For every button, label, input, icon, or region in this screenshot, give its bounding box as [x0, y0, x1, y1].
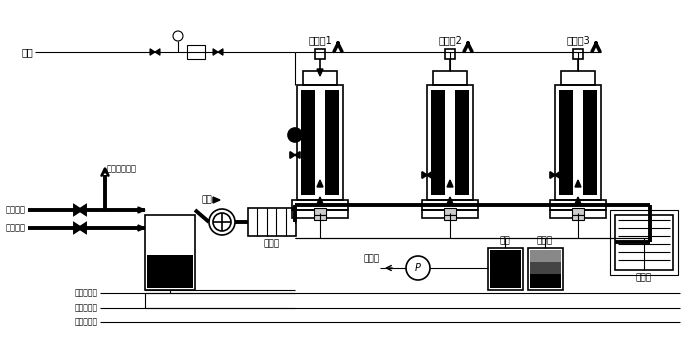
- Bar: [297, 85, 343, 200]
- Text: 低温尾气: 低温尾气: [6, 224, 26, 233]
- Bar: [559, 90, 573, 195]
- Polygon shape: [575, 180, 581, 187]
- Bar: [561, 71, 595, 85]
- Polygon shape: [150, 49, 155, 55]
- Polygon shape: [80, 207, 85, 213]
- Polygon shape: [427, 172, 432, 178]
- Bar: [550, 200, 606, 210]
- Polygon shape: [80, 225, 85, 231]
- Polygon shape: [75, 207, 80, 213]
- Text: 高温尾气: 高温尾气: [6, 206, 26, 214]
- Bar: [530, 274, 561, 288]
- Polygon shape: [317, 197, 323, 204]
- Polygon shape: [550, 172, 555, 178]
- Bar: [490, 250, 521, 288]
- Polygon shape: [422, 172, 427, 178]
- Bar: [314, 215, 326, 220]
- Text: 冷却器: 冷却器: [264, 239, 280, 248]
- Bar: [615, 215, 673, 270]
- Bar: [301, 90, 315, 195]
- Bar: [583, 90, 597, 195]
- Bar: [427, 85, 473, 200]
- Polygon shape: [575, 197, 581, 204]
- Bar: [292, 210, 348, 218]
- Circle shape: [288, 128, 302, 142]
- Text: 吸附器3: 吸附器3: [566, 35, 590, 45]
- Text: 冷凝器: 冷凝器: [636, 273, 652, 282]
- Bar: [314, 208, 326, 215]
- Polygon shape: [218, 49, 223, 55]
- Bar: [572, 208, 584, 215]
- Bar: [431, 90, 445, 195]
- Bar: [610, 210, 678, 275]
- Bar: [528, 248, 563, 290]
- Bar: [445, 49, 455, 59]
- Bar: [292, 200, 348, 210]
- Polygon shape: [295, 152, 300, 158]
- Text: P: P: [415, 263, 421, 273]
- Bar: [145, 215, 195, 290]
- Bar: [433, 71, 467, 85]
- Bar: [488, 248, 523, 290]
- Polygon shape: [155, 49, 160, 55]
- Text: 吸附器1: 吸附器1: [308, 35, 332, 45]
- Bar: [444, 215, 456, 220]
- Polygon shape: [213, 197, 220, 203]
- Bar: [555, 85, 601, 200]
- Polygon shape: [317, 69, 323, 76]
- Polygon shape: [138, 207, 145, 213]
- Text: 冷却水上水: 冷却水上水: [75, 303, 98, 313]
- Text: 溶剂回收液: 溶剂回收液: [75, 289, 98, 297]
- Text: 蒸汽: 蒸汽: [21, 47, 33, 57]
- Polygon shape: [447, 197, 453, 204]
- Polygon shape: [138, 225, 145, 231]
- Bar: [572, 215, 584, 220]
- Text: 事故尾气排放: 事故尾气排放: [107, 164, 137, 174]
- Bar: [530, 250, 561, 262]
- Bar: [530, 262, 561, 274]
- Bar: [248, 208, 296, 236]
- Polygon shape: [290, 152, 295, 158]
- Bar: [187, 45, 205, 59]
- Text: 冷却水回水: 冷却水回水: [75, 318, 98, 327]
- Bar: [422, 210, 478, 218]
- Polygon shape: [213, 49, 218, 55]
- Polygon shape: [447, 180, 453, 187]
- Polygon shape: [555, 172, 560, 178]
- Bar: [573, 49, 583, 59]
- Bar: [315, 49, 325, 59]
- Text: 储槽: 储槽: [500, 236, 511, 245]
- Text: 吸附器2: 吸附器2: [438, 35, 462, 45]
- Polygon shape: [75, 225, 80, 231]
- Text: 排液泵: 排液泵: [364, 254, 380, 263]
- Text: 空气: 空气: [201, 195, 212, 205]
- Bar: [147, 255, 193, 288]
- Bar: [303, 71, 337, 85]
- Bar: [455, 90, 469, 195]
- Bar: [550, 210, 606, 218]
- Bar: [444, 208, 456, 215]
- Bar: [325, 90, 339, 195]
- Polygon shape: [317, 180, 323, 187]
- Text: 分层槽: 分层槽: [537, 236, 553, 245]
- Bar: [422, 200, 478, 210]
